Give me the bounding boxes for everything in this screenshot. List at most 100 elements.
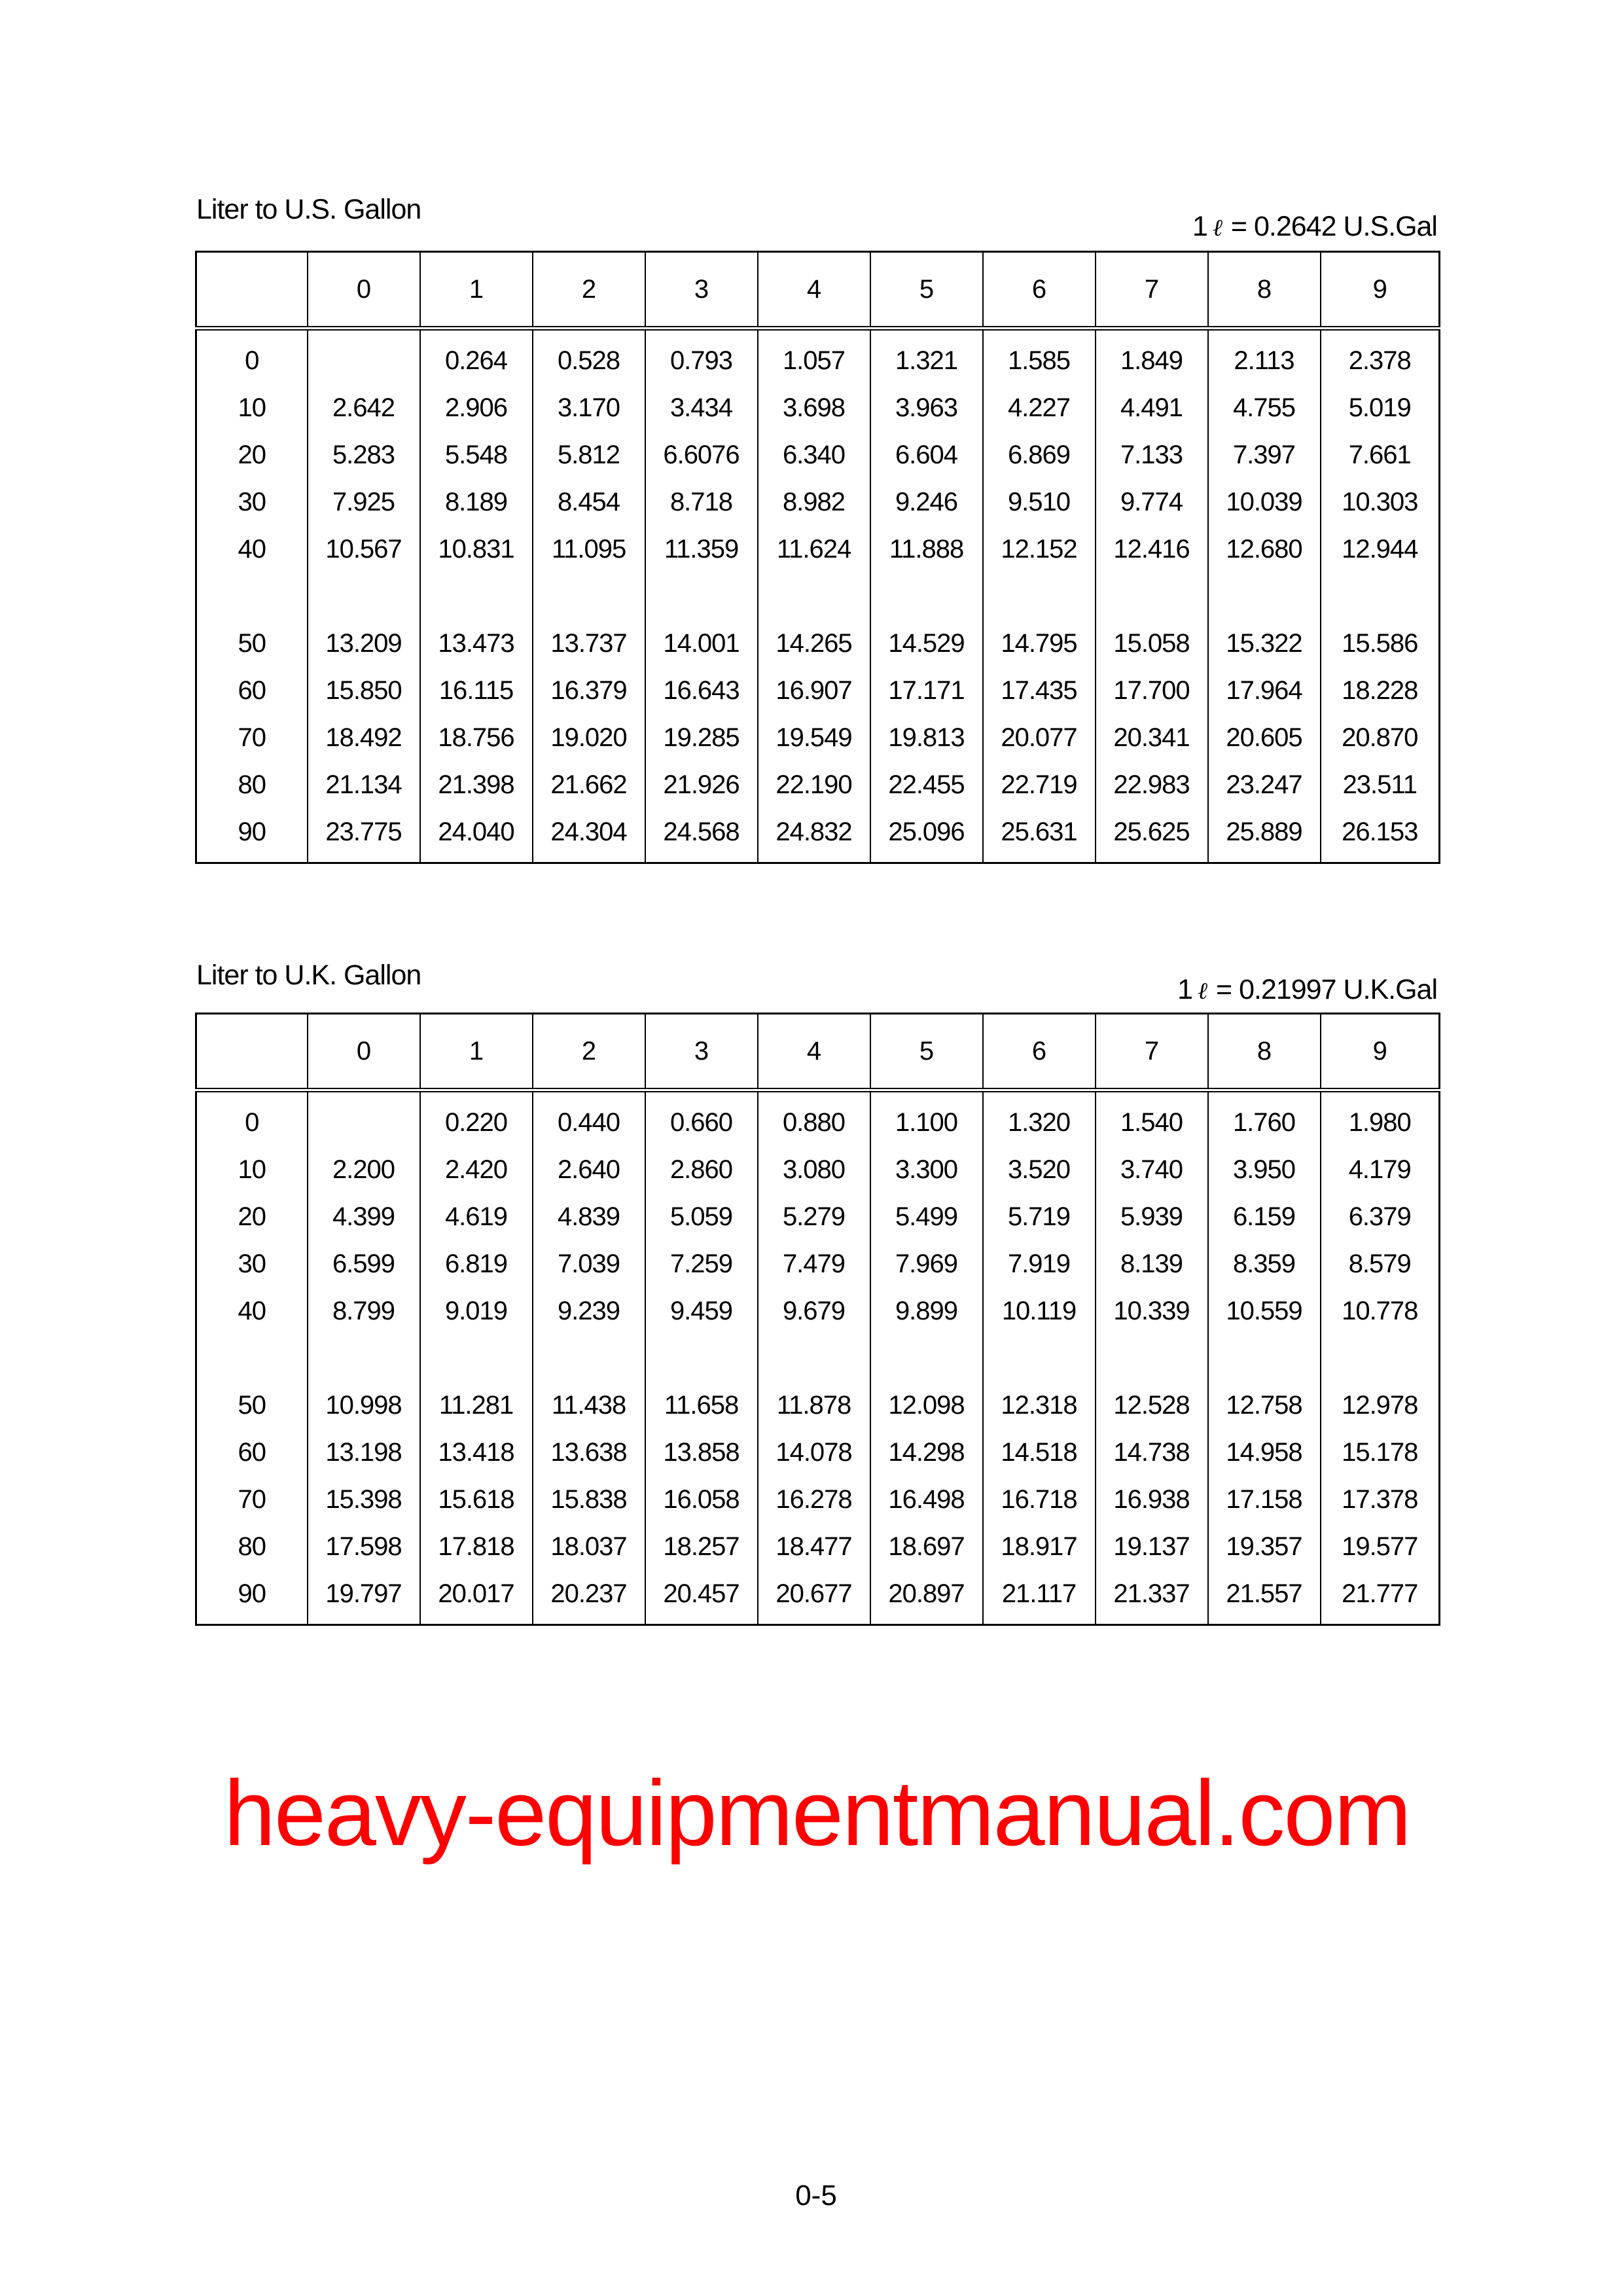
column-header: 6 (982, 251, 1096, 331)
value-cell: 4.755 (1207, 384, 1321, 431)
value-cell: 13.638 (531, 1429, 646, 1476)
value-cell: 12.978 (1319, 1382, 1440, 1429)
uk-gallon-table: 0 1 2 3 4 5 6 7 8 9 0 0.220 0.440 0.660 0.880 1.100 1.32… (195, 1013, 1440, 1626)
value-cell: 0.528 (531, 337, 646, 384)
value-cell: 16.498 (869, 1476, 984, 1523)
value-cell: 2.642 (306, 384, 421, 431)
us-gallon-table: 0 1 2 3 4 5 6 7 8 9 0 0.264 0.528 0.793 1.057 1.321 1.58… (195, 251, 1440, 864)
value-cell: 23.775 (306, 808, 421, 855)
liter-symbol: ℓ (1198, 978, 1207, 1005)
table-row: 20 5.283 5.548 5.812 6.6076 6.340 6.604 6.869 7.… (195, 431, 1440, 478)
value-cell: 1.760 (1207, 1099, 1321, 1146)
value-cell: 8.982 (757, 478, 871, 526)
value-cell: 4.619 (419, 1193, 533, 1240)
value-cell: 17.700 (1094, 667, 1209, 714)
value-cell: 3.950 (1207, 1146, 1321, 1193)
table-row: 0 0.264 0.528 0.793 1.057 1.321 1.585 1.849 2.11… (195, 337, 1440, 384)
value-cell: 7.133 (1094, 431, 1209, 478)
value-cell: 16.643 (644, 667, 758, 714)
value-cell: 18.257 (644, 1523, 758, 1570)
value-cell: 4.227 (982, 384, 1096, 431)
value-cell: 12.944 (1319, 526, 1440, 573)
value-cell: 18.477 (757, 1523, 871, 1570)
value-cell: 8.359 (1207, 1240, 1321, 1287)
value-cell: 21.557 (1207, 1570, 1321, 1617)
spacer-cell (1319, 1090, 1440, 1099)
table-row: 70 18.492 18.756 19.020 19.285 19.549 19.813 20… (195, 714, 1440, 761)
spacer-cell (419, 1090, 533, 1099)
spacer-cell (1094, 1617, 1209, 1625)
spacer-cell (1319, 1335, 1440, 1382)
spacer-cell (306, 1617, 421, 1625)
value-cell: 9.899 (869, 1287, 984, 1335)
value-cell: 3.520 (982, 1146, 1096, 1193)
spacer-cell (306, 573, 421, 620)
spacer-cell (419, 855, 533, 863)
value-cell: 20.077 (982, 714, 1096, 761)
value-cell: 12.416 (1094, 526, 1209, 573)
row-label: 50 (195, 1382, 308, 1429)
spacer-cell (419, 1335, 533, 1382)
value-cell: 12.098 (869, 1382, 984, 1429)
value-cell: 21.662 (531, 761, 646, 808)
note-prefix: 1 (1177, 974, 1193, 1005)
value-cell: 7.479 (757, 1240, 871, 1287)
value-cell: 3.698 (757, 384, 871, 431)
table-row: 60 15.850 16.115 16.379 16.643 16.907 17.171 17… (195, 667, 1440, 714)
value-cell: 15.178 (1319, 1429, 1440, 1476)
value-cell: 21.134 (306, 761, 421, 808)
value-cell: 15.838 (531, 1476, 646, 1523)
value-cell: 22.190 (757, 761, 871, 808)
spacer-cell (644, 573, 758, 620)
column-header: 2 (531, 251, 646, 331)
value-cell: 12.758 (1207, 1382, 1321, 1429)
value-cell: 20.237 (531, 1570, 646, 1617)
value-cell (306, 337, 421, 384)
value-cell: 5.283 (306, 431, 421, 478)
spacer-cell (531, 1617, 646, 1625)
value-cell: 21.777 (1319, 1570, 1440, 1617)
spacer-cell (644, 1090, 758, 1099)
value-cell: 6.340 (757, 431, 871, 478)
us-table-title: Liter to U.S. Gallon (196, 194, 421, 225)
value-cell: 7.969 (869, 1240, 984, 1287)
spacer-cell (195, 573, 308, 620)
value-cell: 18.917 (982, 1523, 1096, 1570)
spacer-cell (419, 573, 533, 620)
value-cell: 16.379 (531, 667, 646, 714)
value-cell: 24.832 (757, 808, 871, 855)
column-header: 4 (757, 251, 871, 331)
value-cell: 21.398 (419, 761, 533, 808)
value-cell: 3.963 (869, 384, 984, 431)
value-cell: 15.586 (1319, 620, 1440, 667)
column-header: 0 (306, 1013, 421, 1092)
value-cell: 20.457 (644, 1570, 758, 1617)
value-cell: 9.774 (1094, 478, 1209, 526)
value-cell: 6.6076 (644, 431, 758, 478)
row-label: 60 (195, 1429, 308, 1476)
value-cell: 2.906 (419, 384, 533, 431)
row-label: 40 (195, 1287, 308, 1335)
value-cell: 4.491 (1094, 384, 1209, 431)
spacer-cell (1319, 573, 1440, 620)
value-cell: 26.153 (1319, 808, 1440, 855)
row-label: 0 (195, 1099, 308, 1146)
value-cell: 12.528 (1094, 1382, 1209, 1429)
value-cell: 8.189 (419, 478, 533, 526)
value-cell: 13.209 (306, 620, 421, 667)
row-label: 10 (195, 1146, 308, 1193)
value-cell: 19.357 (1207, 1523, 1321, 1570)
row-label: 20 (195, 1193, 308, 1240)
row-label: 50 (195, 620, 308, 667)
value-cell: 7.925 (306, 478, 421, 526)
value-cell: 16.278 (757, 1476, 871, 1523)
value-cell: 8.718 (644, 478, 758, 526)
spacer-cell (1319, 1617, 1440, 1625)
value-cell: 12.152 (982, 526, 1096, 573)
spacer-cell (1094, 855, 1209, 863)
spacer-cell (306, 1090, 421, 1099)
value-cell: 1.320 (982, 1099, 1096, 1146)
value-cell: 25.631 (982, 808, 1096, 855)
value-cell: 1.321 (869, 337, 984, 384)
value-cell: 18.756 (419, 714, 533, 761)
